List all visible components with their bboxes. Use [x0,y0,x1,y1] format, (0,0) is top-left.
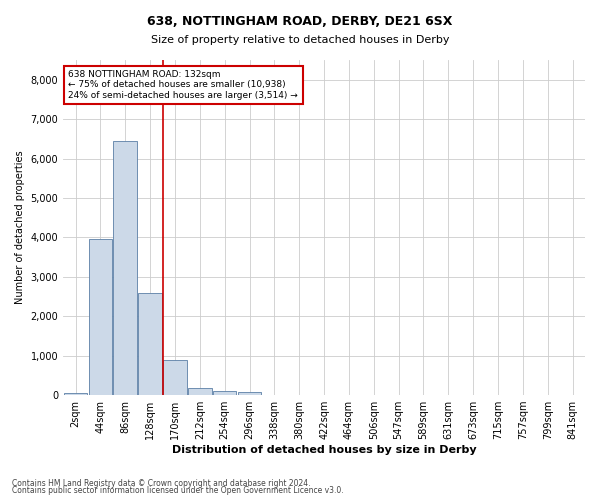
Text: Contains public sector information licensed under the Open Government Licence v3: Contains public sector information licen… [12,486,344,495]
X-axis label: Distribution of detached houses by size in Derby: Distribution of detached houses by size … [172,445,476,455]
Bar [238,392,262,395]
Text: 638 NOTTINGHAM ROAD: 132sqm
← 75% of detached houses are smaller (10,938)
24% of: 638 NOTTINGHAM ROAD: 132sqm ← 75% of det… [68,70,298,100]
Text: 638, NOTTINGHAM ROAD, DERBY, DE21 6SX: 638, NOTTINGHAM ROAD, DERBY, DE21 6SX [148,15,452,28]
Bar [113,141,137,395]
Text: Contains HM Land Registry data © Crown copyright and database right 2024.: Contains HM Land Registry data © Crown c… [12,478,311,488]
Y-axis label: Number of detached properties: Number of detached properties [15,150,25,304]
Bar [89,240,112,395]
Bar [213,390,236,395]
Bar [64,393,88,395]
Bar [139,292,162,395]
Text: Size of property relative to detached houses in Derby: Size of property relative to detached ho… [151,35,449,45]
Bar [163,360,187,395]
Bar [188,388,212,395]
